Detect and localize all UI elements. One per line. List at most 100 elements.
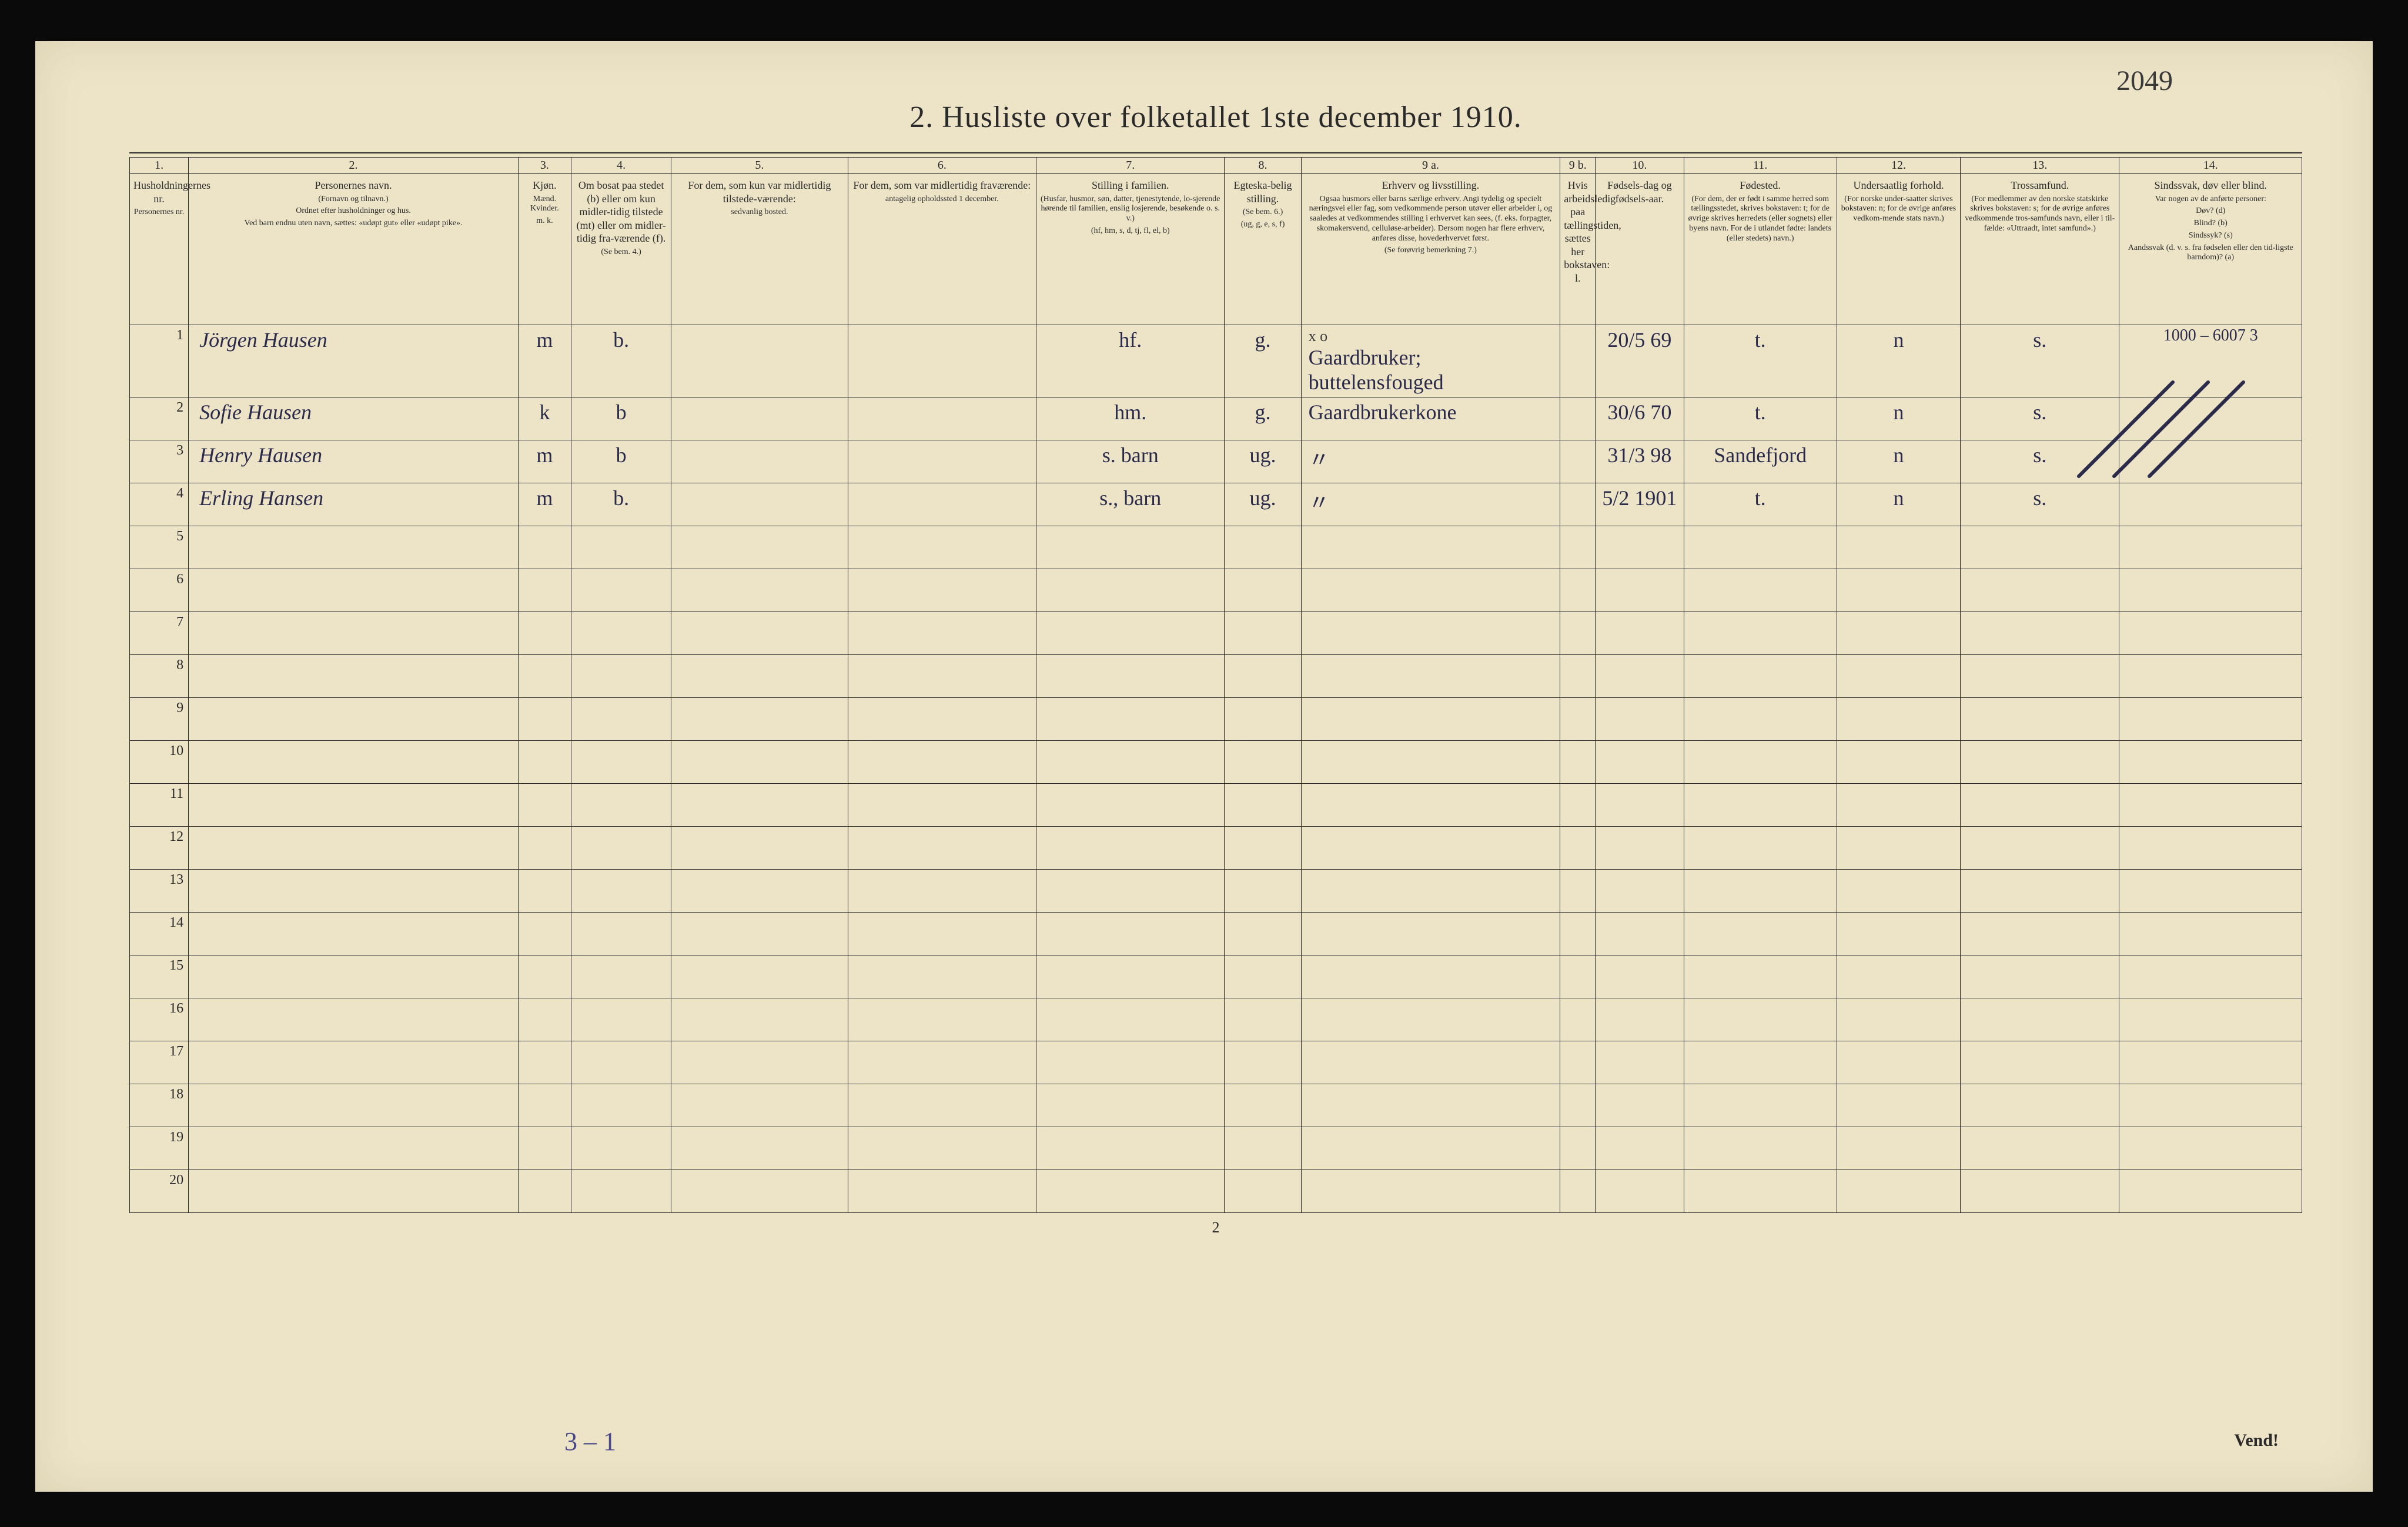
empty-cell [189,1170,519,1213]
column-number: 9 a. [1301,158,1560,174]
col6-cell [848,440,1036,483]
birth-date: 30/6 70 [1596,397,1684,440]
empty-cell [2119,526,2302,569]
empty-cell [848,827,1036,870]
empty-cell [1036,955,1225,998]
birth-date: 20/5 69 [1596,325,1684,397]
empty-cell [189,998,519,1041]
empty-cell [571,870,671,913]
empty-cell [848,1041,1036,1084]
empty-cell [571,827,671,870]
row-number: 18 [130,1084,189,1127]
empty-cell [1837,827,1960,870]
empty-cell [1301,1084,1560,1127]
empty-cell [1036,741,1225,784]
empty-cell [189,870,519,913]
empty-cell [848,955,1036,998]
empty-cell [671,698,848,741]
empty-cell [671,998,848,1041]
empty-cell [2119,913,2302,955]
col6-cell [848,325,1036,397]
row-number: 17 [130,1041,189,1084]
empty-cell [1961,741,2119,784]
empty-cell [1036,526,1225,569]
empty-cell [1560,741,1596,784]
row-number: 6 [130,569,189,612]
empty-cell [1225,569,1301,612]
empty-cell [189,655,519,698]
col14-cell [2119,397,2302,440]
table-row: 6 [130,569,2302,612]
column-header: Egteska-belig stilling.(Se bem. 6.)(ug, … [1225,174,1301,325]
empty-cell [1301,1127,1560,1170]
column-number: 7. [1036,158,1225,174]
empty-cell [1036,655,1225,698]
empty-cell [848,784,1036,827]
empty-cell [2119,784,2302,827]
empty-cell [518,1127,571,1170]
faith: s. [1961,440,2119,483]
col9b-cell [1560,325,1596,397]
empty-cell [1684,1127,1837,1170]
empty-cell [1036,784,1225,827]
col14-cell [2119,440,2302,483]
empty-cell [1036,612,1225,655]
empty-cell [1596,741,1684,784]
row-number: 5 [130,526,189,569]
empty-cell [1036,1084,1225,1127]
family-position: s. barn [1036,440,1225,483]
birth-date: 31/3 98 [1596,440,1684,483]
residence-cell: b. [571,325,671,397]
empty-cell [518,955,571,998]
empty-cell [1301,698,1560,741]
empty-cell [671,526,848,569]
empty-cell [1961,1084,2119,1127]
column-number: 11. [1684,158,1837,174]
empty-cell [189,1041,519,1084]
row-number: 9 [130,698,189,741]
row-number: 14 [130,913,189,955]
nationality: n [1837,440,1960,483]
person-name: Henry Hausen [189,440,519,483]
empty-cell [1560,955,1596,998]
row-number: 7 [130,612,189,655]
empty-cell [1560,1041,1596,1084]
empty-cell [1684,741,1837,784]
marital-status: g. [1225,397,1301,440]
row-number: 13 [130,870,189,913]
empty-cell [1560,698,1596,741]
empty-cell [671,1127,848,1170]
birthplace: t. [1684,325,1837,397]
empty-cell [1225,955,1301,998]
row-number: 3 [130,440,189,483]
empty-cell [1837,870,1960,913]
empty-cell [2119,655,2302,698]
empty-cell [1225,913,1301,955]
empty-cell [1596,784,1684,827]
column-number: 3. [518,158,571,174]
table-row: 18 [130,1084,2302,1127]
column-number: 5. [671,158,848,174]
empty-cell [2119,1084,2302,1127]
empty-cell [1684,827,1837,870]
table-row: 14 [130,913,2302,955]
empty-cell [1301,870,1560,913]
table-row: 10 [130,741,2302,784]
empty-cell [1036,1127,1225,1170]
empty-cell [671,870,848,913]
occupation-cell: 〃 [1301,483,1560,526]
empty-cell [189,612,519,655]
row-number: 12 [130,827,189,870]
empty-cell [1560,612,1596,655]
empty-cell [1301,526,1560,569]
marital-status: g. [1225,325,1301,397]
family-position: hm. [1036,397,1225,440]
empty-cell [1684,955,1837,998]
empty-cell [1036,569,1225,612]
empty-cell [1961,913,2119,955]
empty-cell [1837,1084,1960,1127]
empty-cell [848,569,1036,612]
table-row: 11 [130,784,2302,827]
column-number: 12. [1837,158,1960,174]
empty-cell [2119,1127,2302,1170]
